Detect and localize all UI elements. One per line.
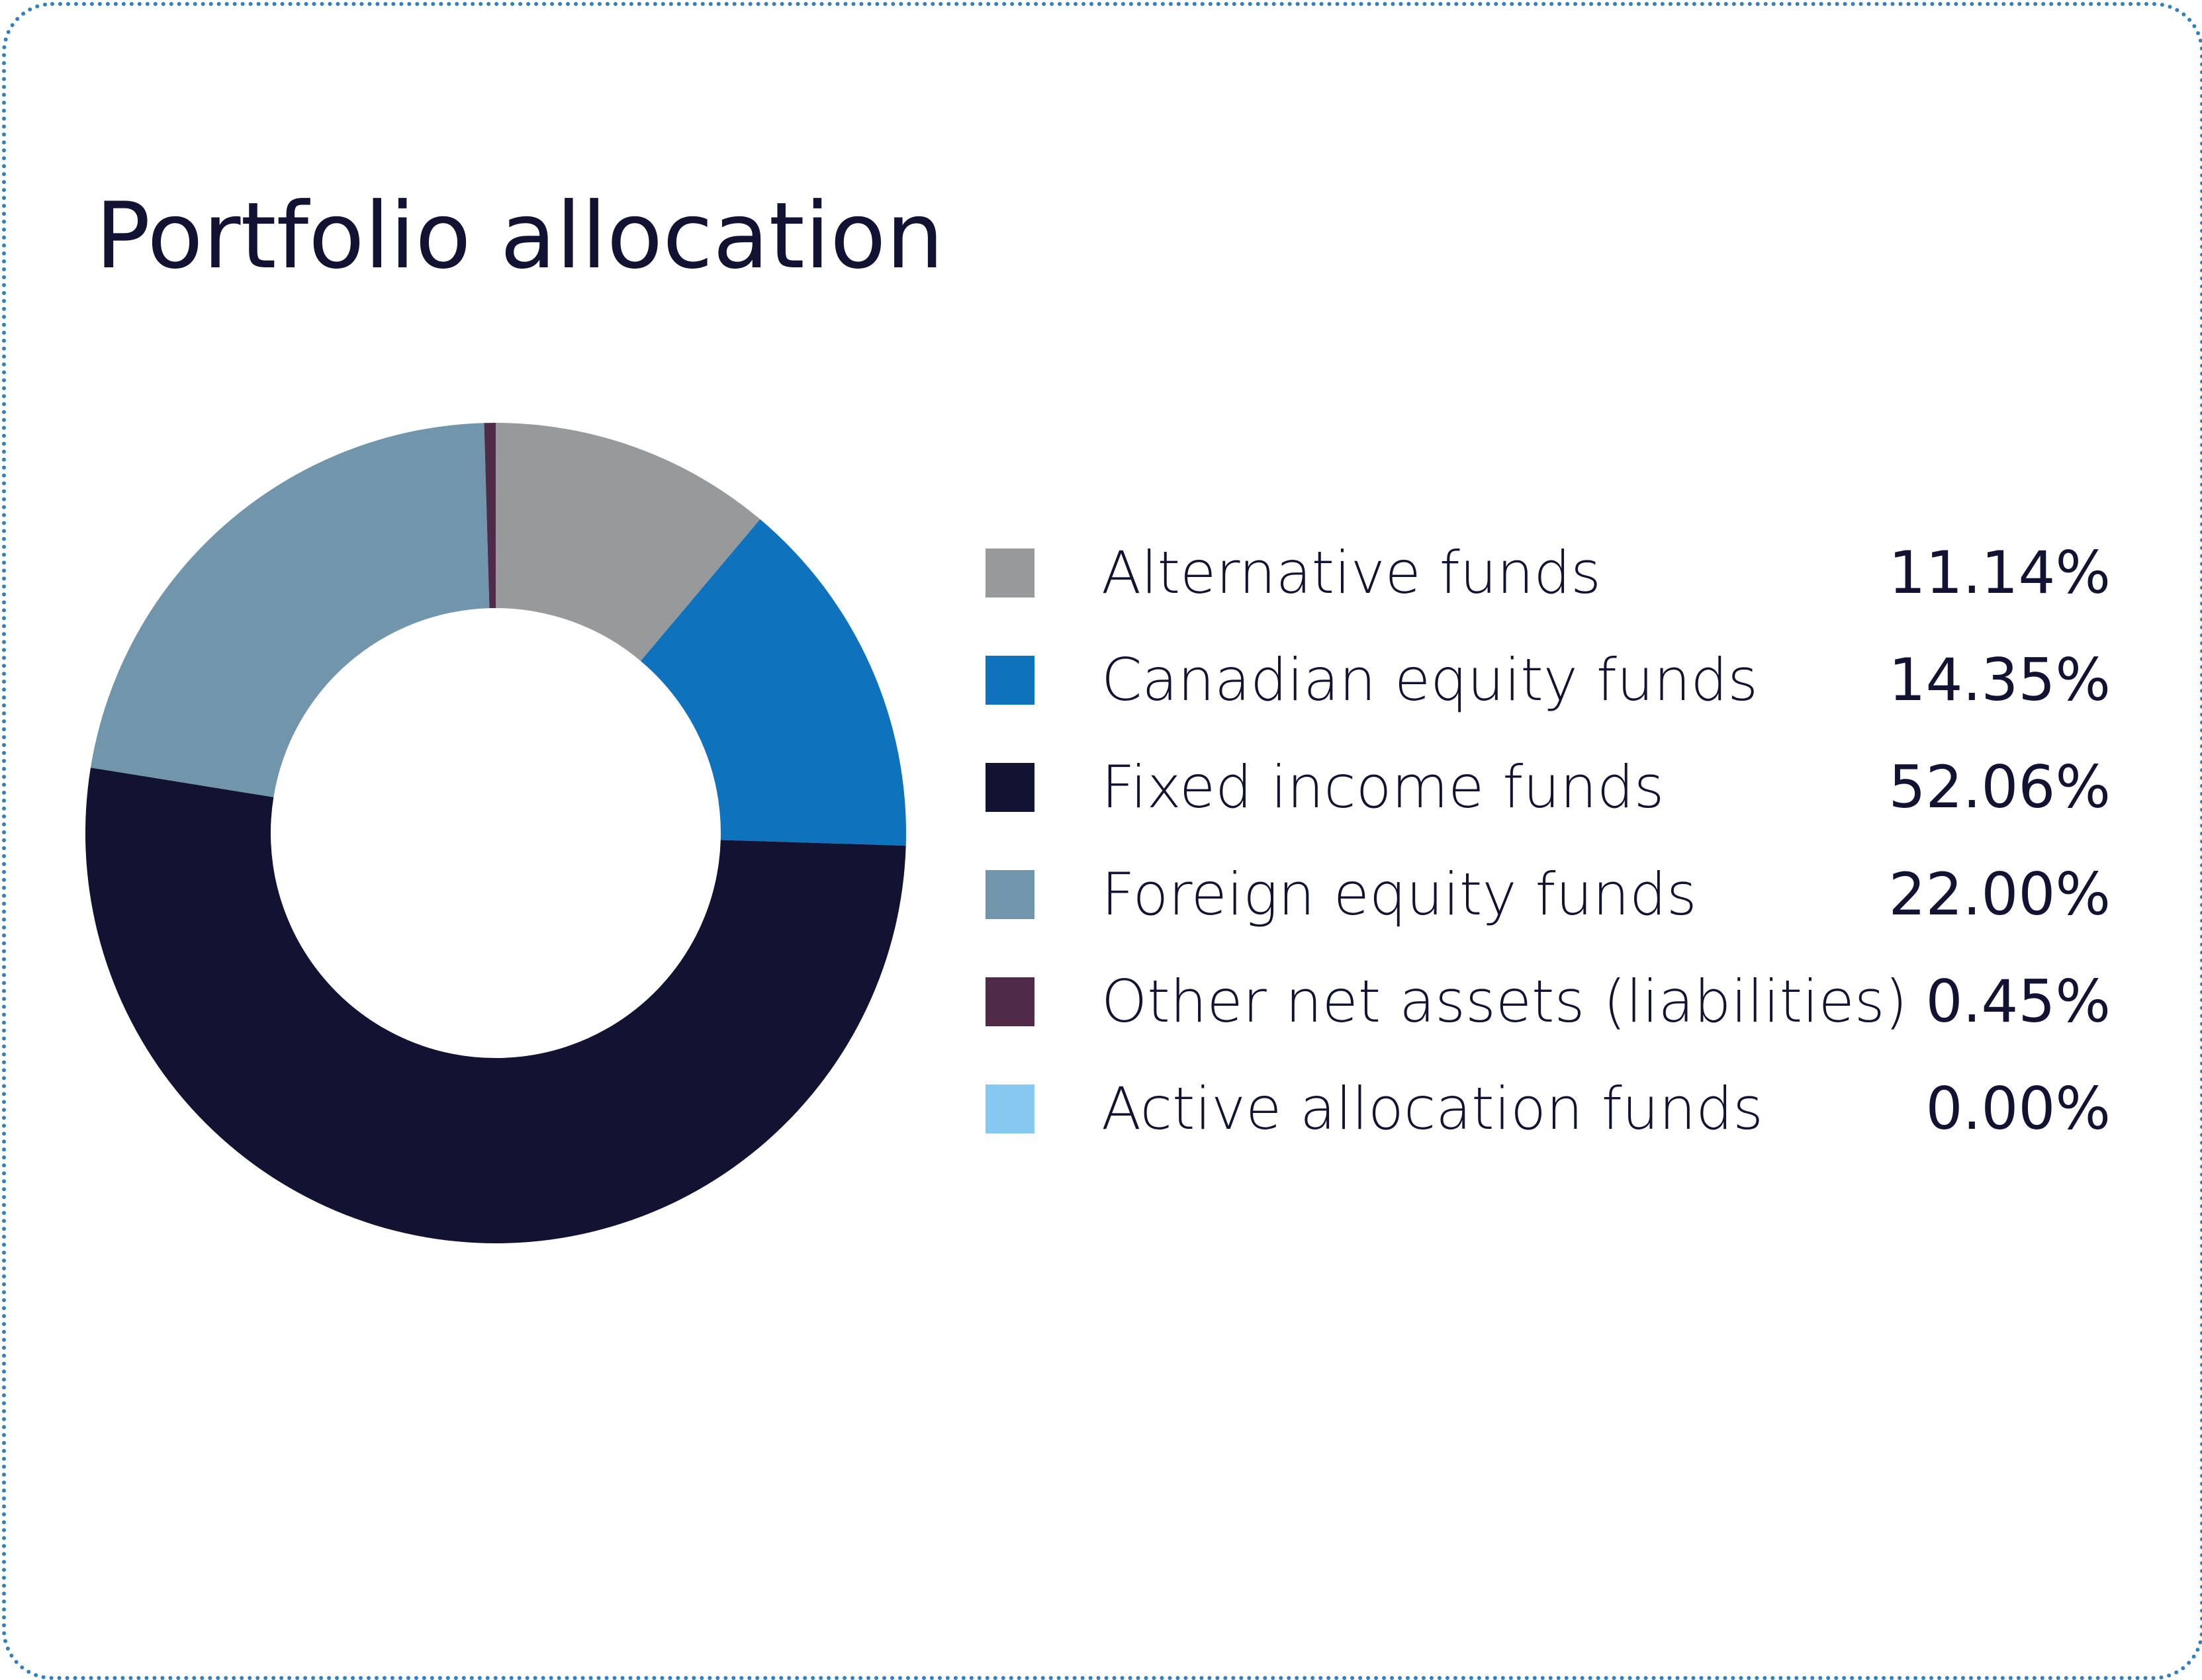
legend-item-canadian-equity-funds: Canadian equity funds 14.35% xyxy=(986,631,2111,738)
legend-value: 11.14% xyxy=(1888,539,2111,607)
legend-item-active-allocation-funds: Active allocation funds 0.00% xyxy=(986,1059,2111,1167)
legend-item-foreign-equity-funds: Foreign equity funds 22.00% xyxy=(986,845,2111,952)
legend-swatch xyxy=(986,1084,1034,1133)
chart-title: Portfolio allocation xyxy=(95,183,944,289)
legend-value: 14.35% xyxy=(1888,646,2111,714)
legend-swatch xyxy=(986,656,1034,705)
legend-label: Other net assets (liabilities) xyxy=(1101,967,1907,1036)
slice-fixed-income-funds xyxy=(85,768,906,1243)
legend-label: Foreign equity funds xyxy=(1101,860,1697,928)
slice-foreign-equity-funds xyxy=(90,423,490,797)
legend-value: 0.45% xyxy=(1925,967,2111,1036)
legend-label: Fixed income funds xyxy=(1101,753,1665,821)
legend-swatch xyxy=(986,763,1034,812)
legend-value: 22.00% xyxy=(1888,860,2111,928)
slice-alternative-funds xyxy=(496,423,760,661)
legend-swatch xyxy=(986,977,1034,1026)
legend-swatch xyxy=(986,870,1034,919)
legend-label: Active allocation funds xyxy=(1101,1075,1763,1143)
donut-chart xyxy=(85,423,906,1243)
legend-value: 0.00% xyxy=(1925,1075,2111,1143)
legend-item-fixed-income-funds: Fixed income funds 52.06% xyxy=(986,738,2111,845)
legend-item-other-net-assets: Other net assets (liabilities) 0.45% xyxy=(986,952,2111,1059)
legend-label: Canadian equity funds xyxy=(1101,646,1759,714)
legend-item-alternative-funds: Alternative funds 11.14% xyxy=(986,523,2111,631)
legend-swatch xyxy=(986,549,1034,597)
legend-value: 52.06% xyxy=(1888,753,2111,821)
slice-canadian-equity-funds xyxy=(641,519,906,846)
legend: Alternative funds 11.14% Canadian equity… xyxy=(986,523,2111,1167)
legend-label: Alternative funds xyxy=(1101,539,1602,607)
slice-other-net-assets-liabilities xyxy=(484,423,496,609)
